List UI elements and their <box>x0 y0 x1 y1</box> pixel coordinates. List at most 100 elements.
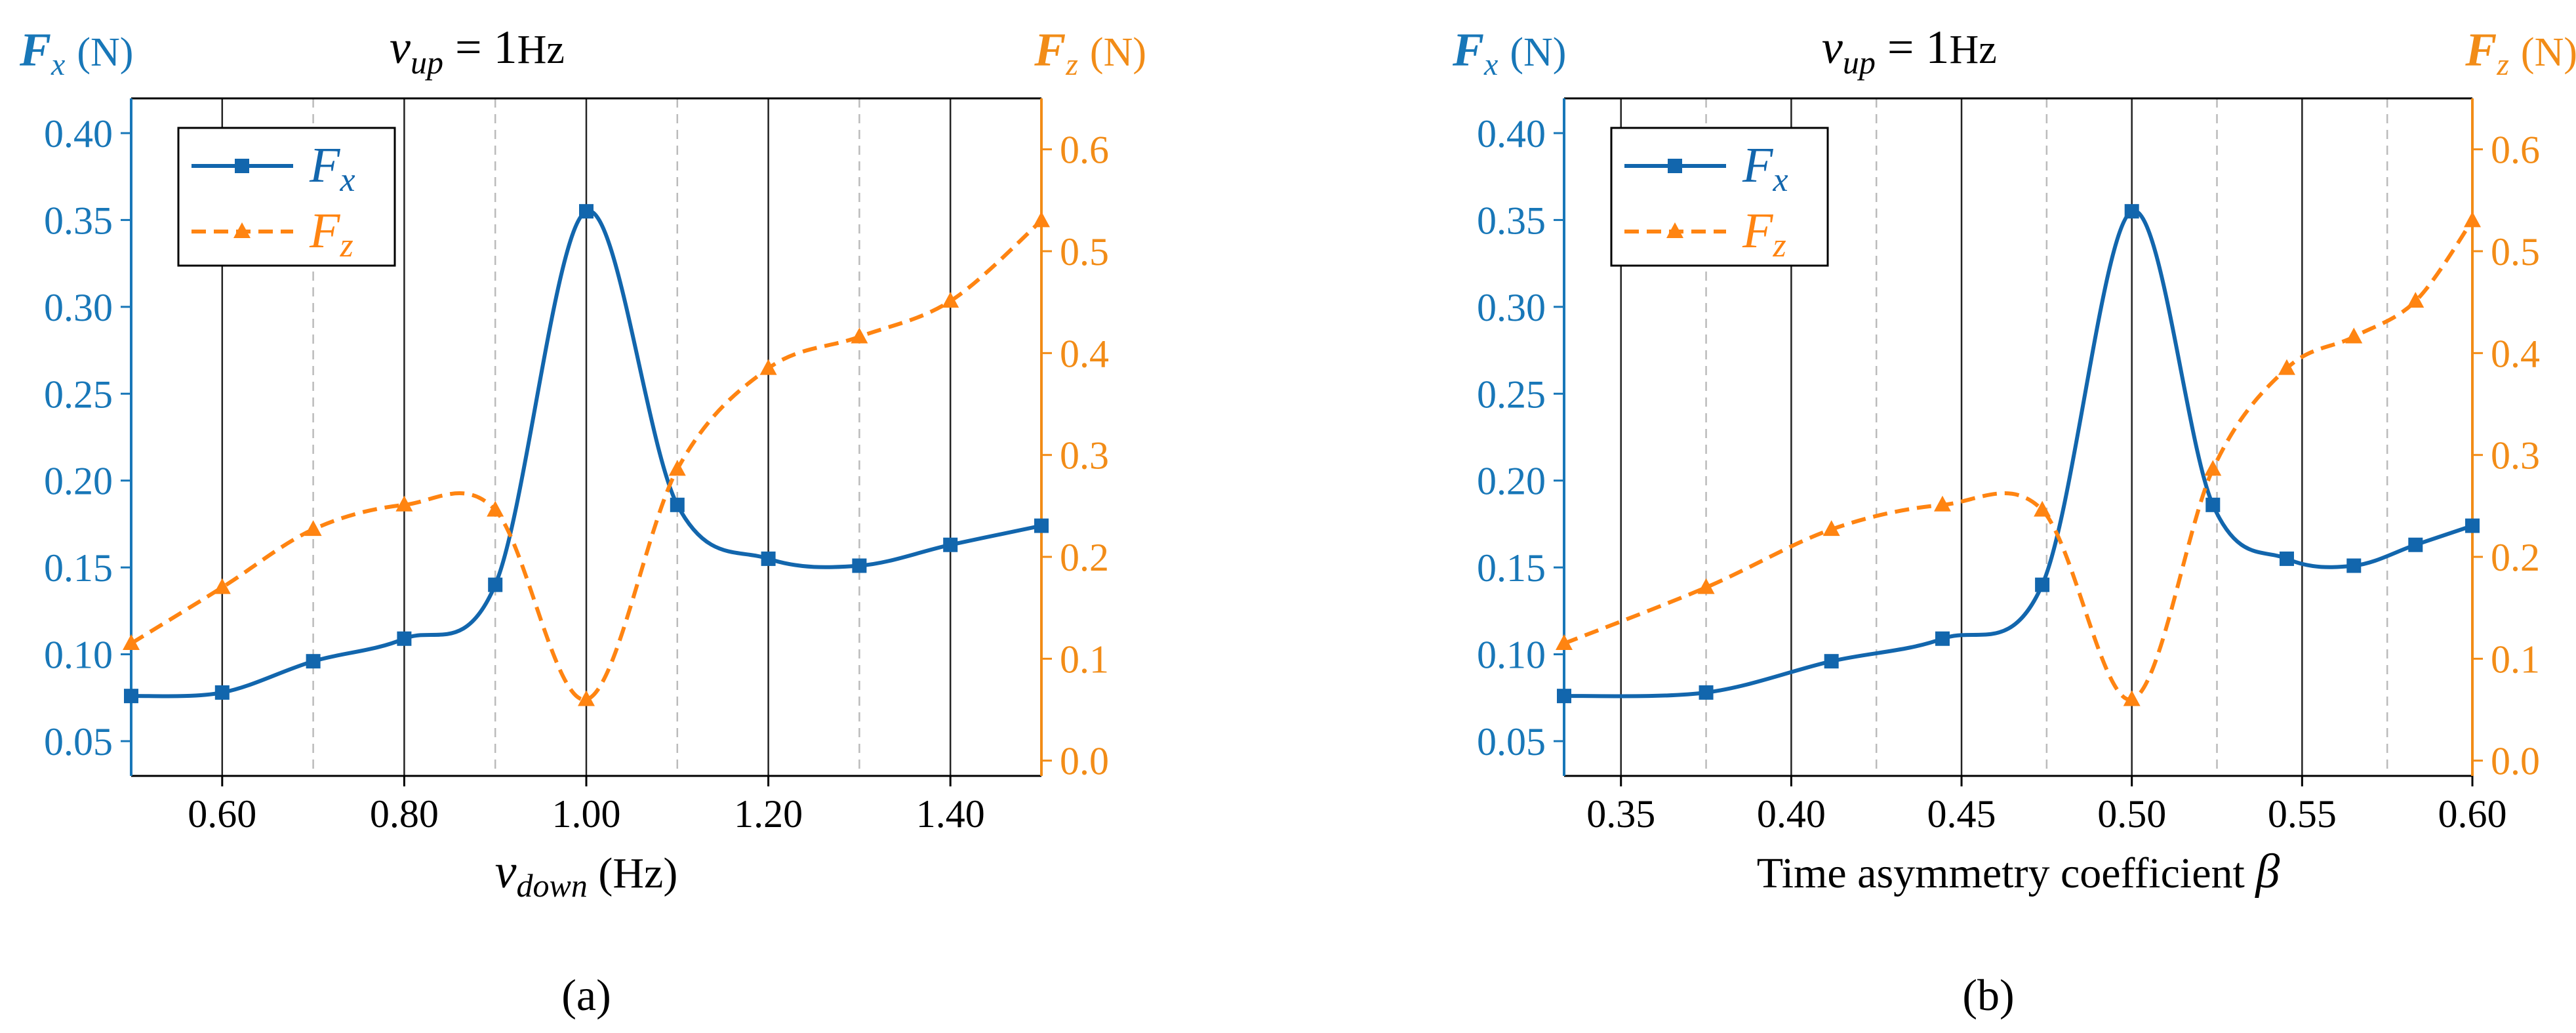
chart-title: vup = 1Hz <box>390 21 565 81</box>
data-point-fx <box>670 497 685 512</box>
y-left-tick-label: 0.15 <box>1477 546 1546 590</box>
data-point-fx <box>397 631 412 646</box>
y-right-tick-label: 0.1 <box>2491 638 2540 681</box>
data-point-fz <box>2464 211 2481 228</box>
data-point-fz <box>2407 292 2425 308</box>
data-point-fx <box>943 537 958 552</box>
y-left-tick-label: 0.05 <box>44 720 113 763</box>
y-left-tick-label: 0.10 <box>1477 634 1546 677</box>
y-right-tick-label: 0.3 <box>1060 434 1109 477</box>
data-point-fx <box>1557 689 1571 704</box>
data-point-fz <box>1033 211 1050 228</box>
y-right-tick-label: 0.2 <box>1060 536 1109 579</box>
data-point-fz <box>2204 460 2222 476</box>
data-point-fz <box>213 578 231 594</box>
y-right-tick-label: 0.3 <box>2491 434 2540 477</box>
x-tick-label: 1.20 <box>734 792 803 836</box>
legend-marker-fx <box>1668 159 1682 173</box>
data-point-fx <box>2124 204 2139 219</box>
y-left-tick-label: 0.20 <box>44 460 113 503</box>
legend-label-fz: Fz <box>1742 203 1786 264</box>
data-point-fz <box>578 690 595 706</box>
x-tick-label: 0.50 <box>2097 792 2166 836</box>
y-right-tick-label: 0.5 <box>2491 230 2540 273</box>
y-right-tick-label: 0.0 <box>2491 740 2540 783</box>
data-point-fz <box>1933 495 1951 512</box>
y-right-tick-label: 0.2 <box>2491 536 2540 579</box>
y-left-tick-label: 0.30 <box>1477 286 1546 329</box>
data-point-fx <box>2465 518 2480 533</box>
data-point-fx <box>2279 551 2294 566</box>
data-point-fz <box>395 495 413 512</box>
data-point-fz <box>304 520 322 537</box>
data-point-fz <box>1556 634 1573 651</box>
y-left-tick-label: 0.25 <box>44 373 113 416</box>
data-point-fx <box>1034 518 1049 533</box>
x-tick-label: 0.45 <box>1927 792 1996 836</box>
series-fx <box>1557 204 2480 704</box>
data-point-fx <box>2205 497 2221 512</box>
data-point-fx <box>579 204 594 219</box>
data-point-fx <box>214 685 230 700</box>
series-line-fx <box>1563 209 2473 699</box>
y-left-tick-label: 0.30 <box>44 286 113 329</box>
y-right-tick-label: 0.4 <box>1060 332 1109 375</box>
y-left-tick-label: 0.35 <box>1477 199 1546 242</box>
y-left-tick-label: 0.15 <box>44 546 113 590</box>
x-axis-title: vdown (Hz) <box>495 845 678 904</box>
series-fx <box>124 204 1049 704</box>
y-left-axis-title: Fx (N) <box>19 24 133 82</box>
legend-marker-fz <box>1666 222 1683 238</box>
x-tick-label: 0.40 <box>1757 792 1826 836</box>
data-point-fx <box>2346 558 2362 573</box>
data-point-fz <box>851 327 868 344</box>
x-tick-label: 1.40 <box>916 792 985 836</box>
series-fz <box>1556 211 2481 706</box>
y-left-tick-label: 0.10 <box>44 634 113 677</box>
data-point-fz <box>2123 690 2141 706</box>
y-left-tick-label: 0.05 <box>1477 720 1546 763</box>
data-point-fz <box>1822 520 1840 537</box>
y-right-tick-label: 0.1 <box>1060 638 1109 681</box>
data-point-fx <box>1699 685 1714 700</box>
panel-label: (b) <box>1962 970 2014 1020</box>
y-left-tick-label: 0.20 <box>1477 460 1546 503</box>
data-point-fz <box>759 359 777 375</box>
legend-marker-fx <box>235 159 249 173</box>
data-point-fz <box>2278 359 2295 375</box>
data-point-fz <box>942 292 959 308</box>
x-axis-title: Time asymmetry coefficient β <box>1757 845 2280 899</box>
x-tick-label: 0.35 <box>1586 792 1655 836</box>
y-left-tick-label: 0.40 <box>44 112 113 155</box>
y-right-tick-label: 0.5 <box>1060 230 1109 273</box>
legend-label-fz: Fz <box>309 203 353 264</box>
x-tick-label: 1.00 <box>552 792 621 836</box>
data-point-fx <box>1935 631 1950 646</box>
data-point-fx <box>2408 537 2423 552</box>
x-tick-label: 0.60 <box>2438 792 2507 836</box>
y-right-axis-title: Fz (N) <box>2465 24 2576 82</box>
y-right-tick-label: 0.6 <box>2491 129 2540 172</box>
data-point-fz <box>1697 578 1715 594</box>
y-left-axis-title: Fx (N) <box>1452 24 1566 82</box>
data-point-fz <box>2034 500 2051 517</box>
x-tick-label: 0.55 <box>2268 792 2337 836</box>
x-tick-label: 0.60 <box>188 792 256 836</box>
legend-label-fx: Fx <box>309 138 355 199</box>
data-point-fz <box>123 634 140 651</box>
y-left-tick-label: 0.25 <box>1477 373 1546 416</box>
data-point-fx <box>761 551 776 566</box>
chart-panel-b: 0.35 0.40 0.45 0.50 0.55 0.600.050.100.150.20… <box>1452 21 2576 1020</box>
legend-box <box>177 127 396 267</box>
legend-label-fx: Fx <box>1742 138 1788 199</box>
data-point-fz <box>487 500 504 517</box>
y-left-tick-label: 0.35 <box>44 199 113 242</box>
series-fz <box>123 211 1050 706</box>
legend-marker-fz <box>233 222 251 238</box>
data-point-fx <box>306 654 321 669</box>
chart-title: vup = 1Hz <box>1822 21 1997 81</box>
y-right-tick-label: 0.0 <box>1060 740 1109 783</box>
